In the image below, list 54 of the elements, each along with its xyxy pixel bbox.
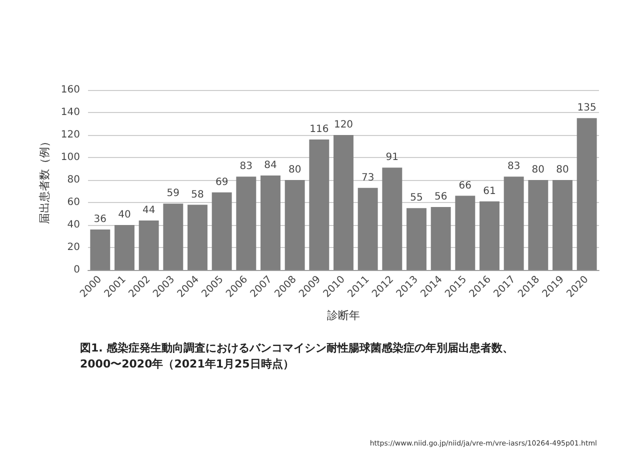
- bar: [552, 180, 572, 270]
- bar: [358, 188, 378, 270]
- data-label: 83: [507, 161, 520, 172]
- data-label: 83: [240, 161, 253, 172]
- y-tick-label: 100: [60, 152, 80, 163]
- data-label: 58: [191, 189, 204, 200]
- bar: [576, 118, 597, 270]
- bar: [382, 168, 402, 270]
- bar: [430, 207, 451, 270]
- bar: [406, 208, 426, 270]
- bar: [528, 180, 548, 270]
- bar: [114, 225, 134, 270]
- bar: [504, 176, 524, 270]
- y-tick-label: 20: [67, 242, 80, 253]
- bar: [236, 176, 256, 270]
- y-tick-label: 0: [74, 264, 80, 276]
- data-label: 120: [334, 120, 354, 130]
- bar: [212, 192, 232, 270]
- bar: [90, 230, 110, 270]
- x-axis-title: 診断年: [327, 309, 360, 322]
- bar: [163, 204, 184, 270]
- y-tick-label: 80: [67, 174, 80, 186]
- data-label: 80: [532, 164, 545, 176]
- data-label: 44: [142, 205, 156, 216]
- data-label: 135: [577, 102, 596, 114]
- bar: [260, 176, 280, 270]
- y-tick-label: 160: [60, 84, 80, 96]
- caption: 図1. 感染症発生動向調査におけるバンコマイシン耐性腸球菌感染症の年別届出患者数、 2000〜2020年（2021年1月25日時点）: [80, 342, 514, 370]
- data-label: 80: [556, 164, 569, 176]
- data-label: 61: [483, 186, 496, 197]
- data-label: 66: [458, 180, 472, 192]
- y-tick-label: 40: [67, 220, 80, 230]
- data-label: 69: [215, 176, 228, 188]
- data-label: 84: [264, 160, 277, 171]
- bar: [309, 140, 330, 270]
- y-tick-label: 60: [67, 197, 80, 208]
- data-label: 56: [434, 192, 448, 202]
- data-label: 116: [310, 124, 329, 135]
- bar: [480, 201, 500, 270]
- bar: [334, 135, 354, 270]
- y-tick-label: 120: [60, 130, 80, 140]
- y-axis-title: 届出患者数（例）: [38, 136, 52, 224]
- bar: [284, 180, 305, 270]
- y-tick-label: 140: [60, 107, 80, 118]
- bar: [138, 220, 159, 270]
- data-label: 59: [166, 188, 180, 200]
- data-label: 36: [94, 214, 107, 225]
- bar: [455, 196, 476, 270]
- data-label: 73: [361, 172, 374, 184]
- data-label: 80: [288, 164, 302, 176]
- data-label: 91: [386, 152, 399, 164]
- data-label: 40: [118, 210, 131, 220]
- data-label: 55: [410, 192, 423, 204]
- bar: [188, 204, 208, 270]
